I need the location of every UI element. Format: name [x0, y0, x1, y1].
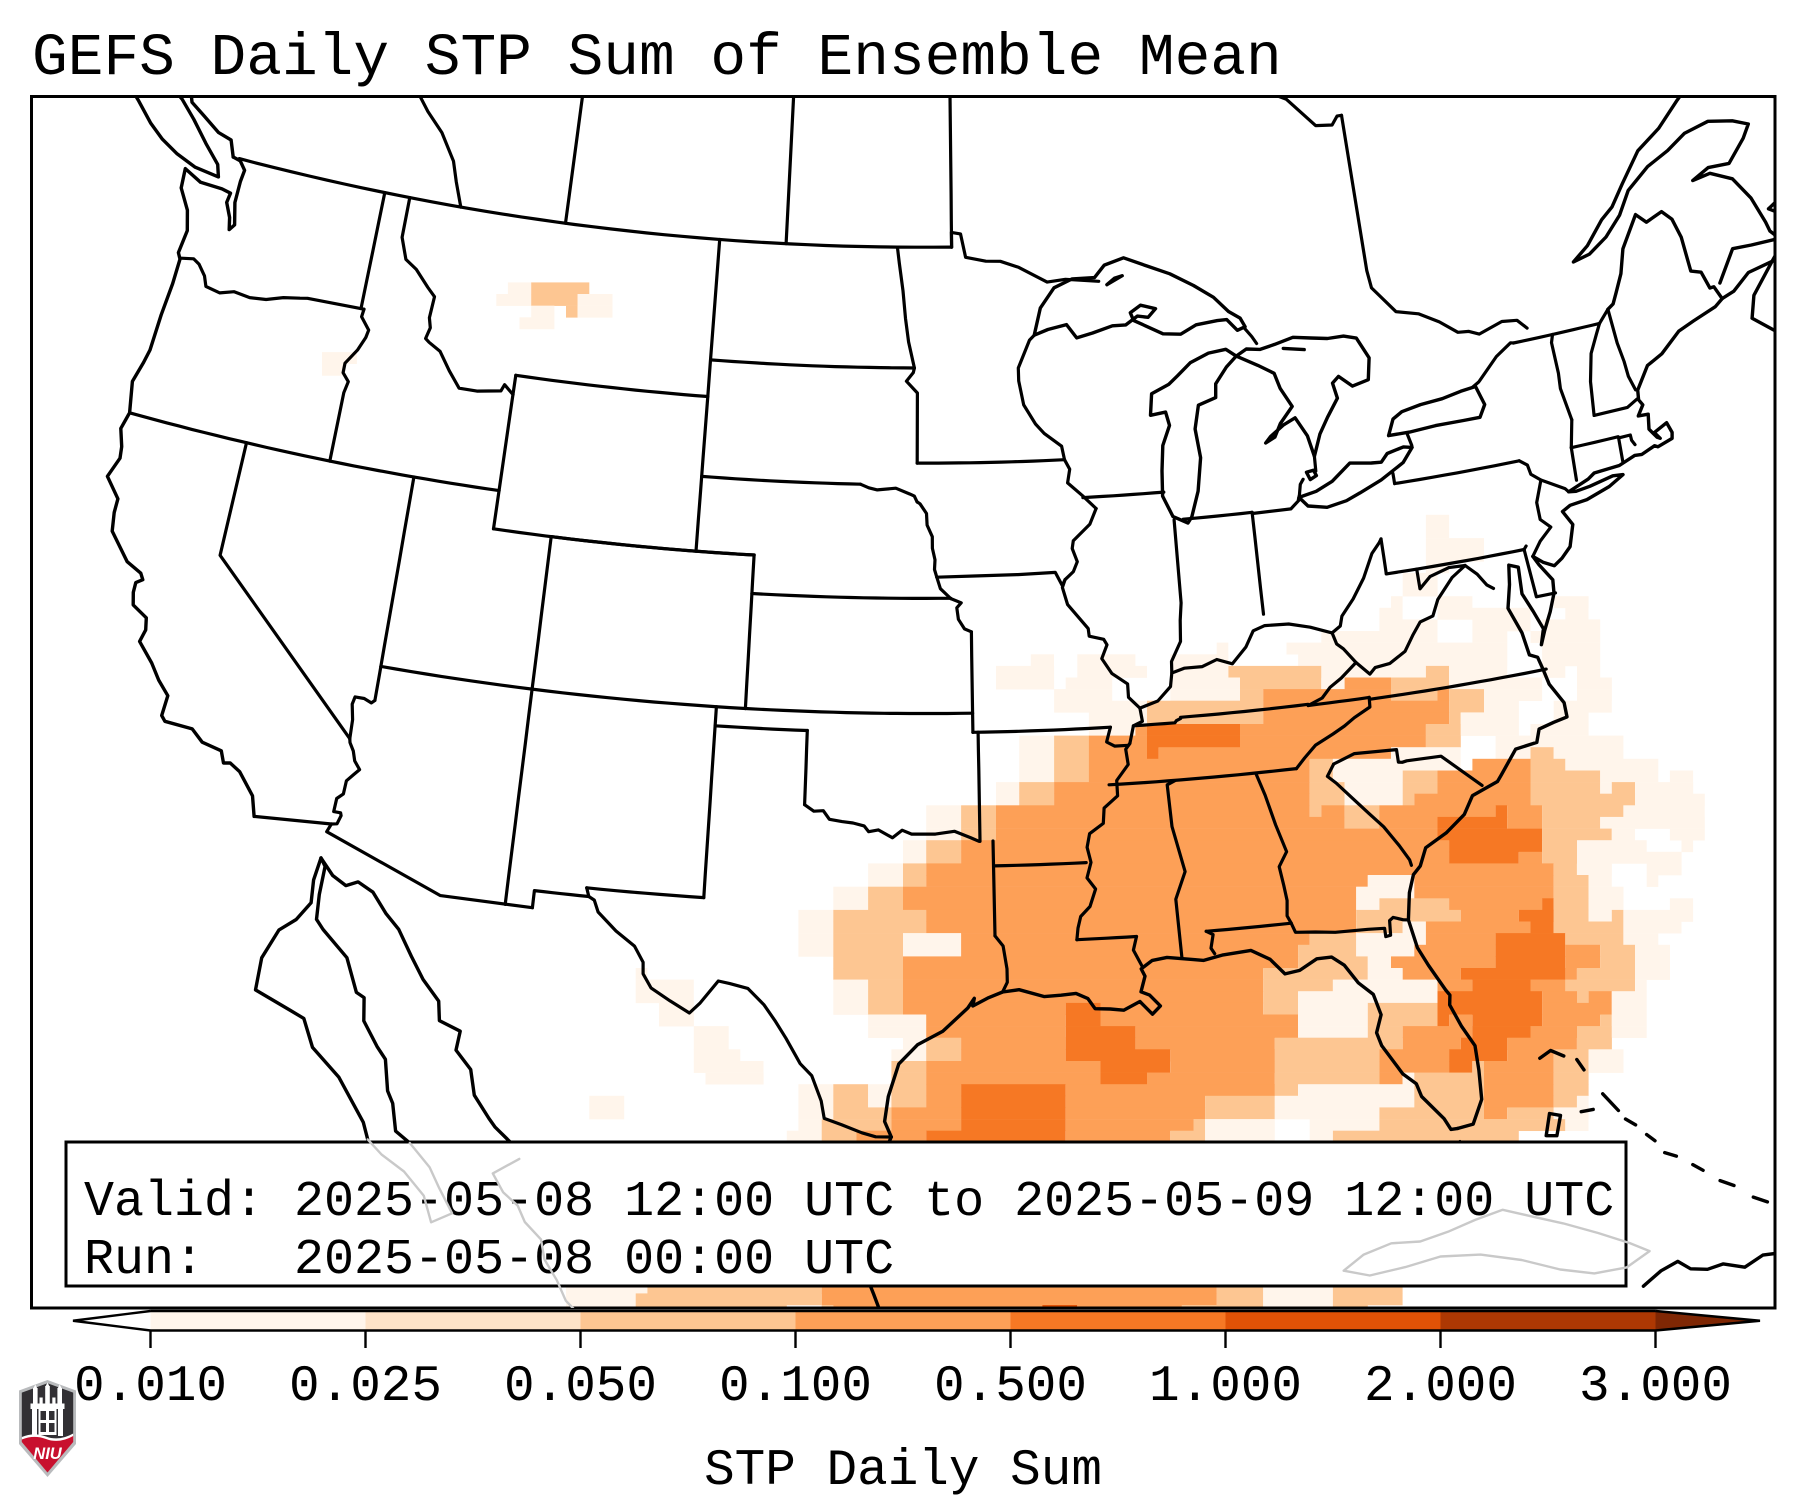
svg-text:2.000: 2.000 [1364, 1359, 1517, 1416]
svg-text:1.000: 1.000 [1149, 1359, 1302, 1416]
svg-text:NIU: NIU [33, 1445, 63, 1463]
svg-text:0.010: 0.010 [74, 1359, 227, 1416]
svg-text:3.000: 3.000 [1579, 1359, 1732, 1416]
svg-text:0.500: 0.500 [934, 1359, 1087, 1416]
svg-text:Valid: 2025-05-08 12:00 UTC to: Valid: 2025-05-08 12:00 UTC to 2025-05-0… [84, 1174, 1614, 1231]
svg-text:0.025: 0.025 [289, 1359, 442, 1416]
svg-text:GEFS Daily STP Sum of Ensemble: GEFS Daily STP Sum of Ensemble Mean [32, 24, 1282, 92]
svg-text:0.050: 0.050 [504, 1359, 657, 1416]
svg-text:0.100: 0.100 [719, 1359, 872, 1416]
svg-text:Run: 2025-05-08 00:00 UTC: Run: 2025-05-08 00:00 UTC [84, 1232, 894, 1289]
svg-text:STP Daily Sum: STP Daily Sum [704, 1443, 1102, 1500]
